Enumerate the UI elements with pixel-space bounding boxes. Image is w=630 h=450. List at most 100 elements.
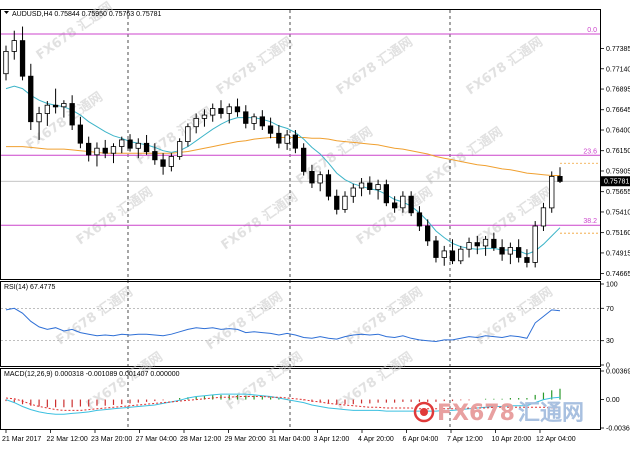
candle-down bbox=[102, 147, 108, 154]
candle-down bbox=[416, 212, 423, 227]
rsi-label: RSI(14) 67.4775 bbox=[4, 284, 55, 291]
rsi-tick-label: 0 bbox=[606, 363, 610, 370]
fib-level-label: 0.0 bbox=[587, 27, 597, 34]
macd-signal-line bbox=[5, 396, 560, 411]
time-axis: 21 Mar 2017 22 Mar 12:00 23 Mar 20:00 27 Ma… bbox=[2, 430, 576, 443]
candle-up bbox=[209, 108, 216, 116]
rsi-tick-label: 30 bbox=[606, 338, 614, 345]
price-tick-label: 0.75410 bbox=[606, 209, 630, 216]
candle-down bbox=[243, 111, 249, 124]
candle-down bbox=[516, 247, 522, 258]
price-tick-label: 0.76400 bbox=[606, 128, 630, 135]
candle-down bbox=[69, 103, 75, 126]
candle-up bbox=[226, 106, 232, 114]
candle-up bbox=[400, 195, 406, 209]
time-tick-label: 4 Apr 20:00 bbox=[358, 436, 394, 443]
time-tick-label: 7 Apr 12:00 bbox=[447, 436, 483, 443]
candle-down bbox=[143, 142, 150, 153]
candle-up bbox=[317, 174, 323, 184]
watermark-text: FX678 汇通网 bbox=[73, 184, 156, 248]
chart-menu-arrow-icon[interactable] bbox=[4, 11, 9, 14]
price-tick-label: 0.75905 bbox=[606, 168, 630, 175]
candlestick-series bbox=[3, 26, 563, 268]
candle-up bbox=[185, 126, 191, 142]
candle-down bbox=[499, 247, 505, 255]
candle-up bbox=[44, 104, 50, 114]
current-price-box bbox=[601, 176, 630, 187]
candle-up bbox=[532, 225, 538, 263]
candle-down bbox=[309, 170, 315, 184]
candle-up bbox=[342, 195, 348, 210]
candle-up bbox=[350, 187, 356, 197]
candle-down bbox=[557, 175, 563, 182]
time-tick-label: 23 Mar 20:00 bbox=[91, 436, 132, 443]
rsi-tick-label: 100 bbox=[606, 282, 618, 289]
candle-down bbox=[160, 159, 166, 167]
candle-down bbox=[491, 238, 497, 249]
price-tick-label: 0.77385 bbox=[606, 46, 630, 53]
candle-down bbox=[334, 195, 340, 210]
candle-down bbox=[267, 125, 274, 134]
candle-up bbox=[3, 51, 9, 75]
watermark-text: FX678 汇通网 bbox=[223, 349, 306, 413]
time-tick-label: 27 Mar 04:00 bbox=[136, 436, 177, 443]
candle-down bbox=[300, 147, 307, 172]
candle-down bbox=[218, 108, 224, 114]
candle-down bbox=[19, 40, 26, 77]
candle-down bbox=[474, 242, 480, 247]
rsi-indicator: 100 70 30 0 bbox=[1, 282, 618, 370]
candle-down bbox=[325, 174, 332, 197]
candle-down bbox=[152, 151, 158, 161]
candle-down bbox=[77, 124, 83, 144]
symbol-ohlc-label: AUDUSD,H4 0.75844 0.75950 0.75763 0.7578… bbox=[12, 11, 162, 18]
candle-up bbox=[251, 116, 257, 124]
fib-level-label: 23.6 bbox=[583, 148, 597, 155]
candle-up bbox=[119, 139, 125, 147]
rsi-tick-label: 70 bbox=[606, 306, 614, 313]
candle-down bbox=[524, 257, 530, 263]
candle-down bbox=[234, 106, 241, 113]
watermark-text: FX678 汇通网 bbox=[218, 189, 301, 253]
watermark-text: FX678 汇通网 bbox=[333, 34, 416, 98]
logo-brand-left: FX678 bbox=[437, 401, 515, 426]
macd-panel-frame bbox=[0, 368, 601, 430]
fx678-logo: FX678 汇通网 bbox=[413, 401, 584, 426]
rsi-line bbox=[5, 307, 561, 343]
candle-down bbox=[383, 184, 390, 204]
price-tick-label: 0.77140 bbox=[606, 66, 630, 73]
candle-up bbox=[284, 134, 290, 144]
logo-brand-right: 汇通网 bbox=[518, 401, 584, 426]
macd-indicator: 0.003698 0.00 -0.003685 bbox=[5, 369, 630, 433]
current-price-label: 0.75781 bbox=[604, 179, 629, 186]
price-tick-label: 0.76645 bbox=[606, 107, 630, 114]
candle-down bbox=[86, 142, 92, 156]
candle-down bbox=[449, 250, 456, 262]
time-tick-label: 10 Apr 20:00 bbox=[492, 436, 532, 443]
watermark-text: FX678 汇通网 bbox=[53, 284, 136, 348]
candle-down bbox=[259, 116, 266, 127]
candle-down bbox=[276, 132, 282, 144]
candle-up bbox=[11, 40, 17, 52]
time-tick-label: 22 Mar 12:00 bbox=[47, 436, 88, 443]
candle-up bbox=[201, 114, 208, 119]
time-tick-label: 21 Mar 2017 bbox=[2, 436, 41, 443]
candle-down bbox=[424, 225, 431, 242]
candle-up bbox=[168, 156, 175, 167]
candle-up bbox=[458, 248, 464, 262]
macd-main-line bbox=[5, 393, 561, 415]
candle-up bbox=[36, 113, 42, 123]
macd-tick-label: -0.003685 bbox=[606, 426, 630, 433]
period-separators bbox=[127, 10, 451, 429]
candle-down bbox=[52, 104, 59, 108]
candle-down bbox=[367, 182, 373, 190]
time-tick-label: 12 Apr 04:00 bbox=[536, 436, 576, 443]
candle-up bbox=[110, 146, 117, 154]
watermark-text: FX678 汇通网 bbox=[203, 289, 286, 353]
candle-up bbox=[549, 175, 555, 209]
macd-tick-label: 0.003698 bbox=[606, 369, 630, 376]
candle-up bbox=[441, 250, 447, 258]
candle-up bbox=[94, 147, 100, 156]
candle-up bbox=[135, 142, 141, 149]
